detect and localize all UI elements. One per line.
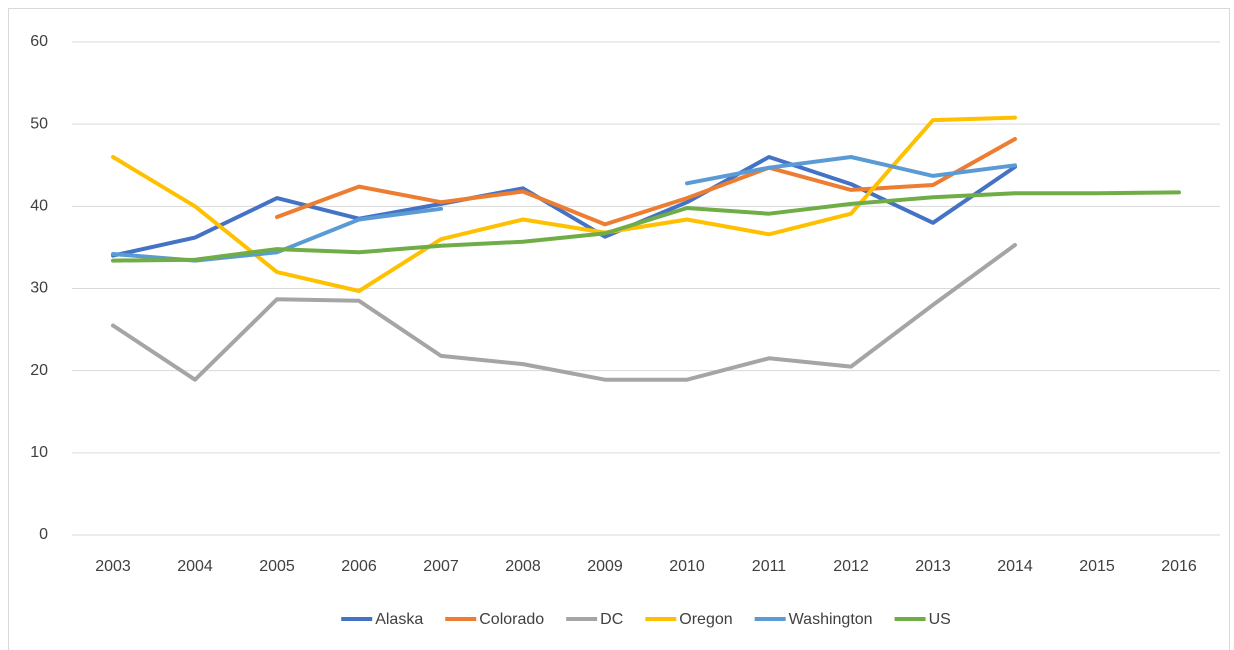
x-tick-label: 2009 [587,558,623,575]
legend-label: Washington [789,611,873,628]
x-tick-label: 2012 [833,558,869,575]
x-tick-label: 2011 [752,558,787,575]
x-tick-label: 2007 [423,558,459,575]
series-line [111,115,1017,293]
x-tick-label: 2016 [1161,558,1197,575]
y-tick-label: 60 [30,33,48,50]
legend-label: Oregon [679,611,732,628]
legend-label: DC [600,611,623,628]
legend-label: Alaska [375,611,423,628]
x-tick-label: 2013 [915,558,951,575]
x-tick-label: 2008 [505,558,541,575]
series-line [111,190,1181,263]
y-tick-label: 0 [39,526,48,543]
x-tick-label: 2004 [177,558,213,575]
x-tick-label: 2010 [669,558,705,575]
y-tick-label: 30 [30,280,48,297]
y-tick-label: 10 [30,444,48,461]
y-tick-label: 50 [30,115,48,132]
x-tick-label: 2014 [997,558,1033,575]
legend-label: US [929,611,951,628]
series-line [275,137,1017,227]
chart-frame [8,8,1230,650]
legend-label: Colorado [479,611,544,628]
x-tick-label: 2015 [1079,558,1115,575]
x-tick-label: 2006 [341,558,377,575]
y-tick-label: 20 [30,362,48,379]
y-tick-label: 40 [30,198,48,215]
x-tick-label: 2005 [259,558,295,575]
series-line [111,243,1017,382]
x-tick-label: 2003 [95,558,131,575]
